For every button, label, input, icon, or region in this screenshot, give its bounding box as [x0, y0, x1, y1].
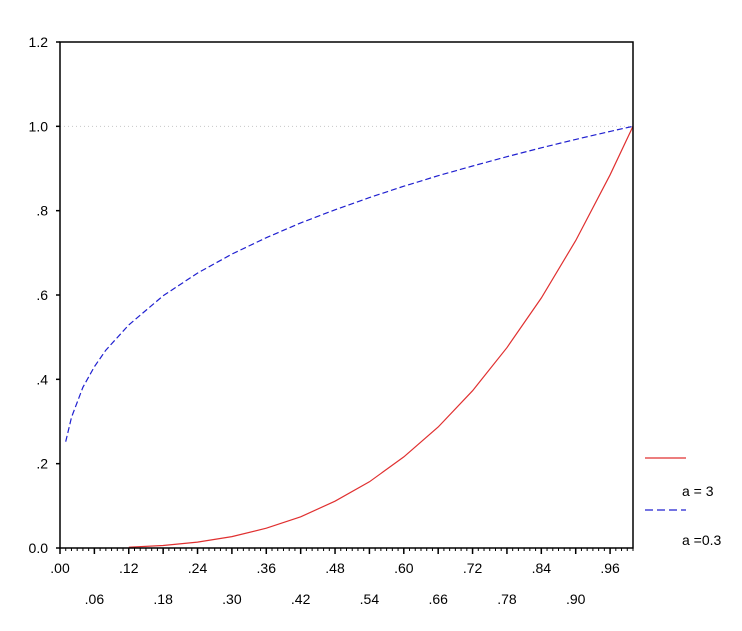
- y-tick-label: .4: [36, 371, 48, 387]
- series-line-0: [128, 126, 634, 548]
- y-tick-label: 0.0: [29, 540, 49, 556]
- x-tick-label: .54: [360, 591, 380, 607]
- x-tick-label: .18: [153, 591, 173, 607]
- x-tick-label: .48: [325, 560, 345, 576]
- y-tick-label: .8: [36, 203, 48, 219]
- x-tick-label: .24: [188, 560, 208, 576]
- y-tick-label: .2: [36, 456, 48, 472]
- y-axis: 0.0 .2 .4 .6 .8 1.0 1.2: [29, 34, 60, 556]
- x-tick-label: .90: [566, 591, 586, 607]
- x-tick-label: .60: [394, 560, 414, 576]
- y-tick-label: 1.2: [29, 34, 49, 50]
- legend-label-0: a = 3: [682, 483, 714, 499]
- series-line-1: [65, 125, 634, 442]
- x-tick-label: .96: [600, 560, 620, 576]
- x-tick-label: .72: [463, 560, 483, 576]
- legend-label-1: a =0.3: [682, 532, 722, 548]
- x-tick-label: .30: [222, 591, 242, 607]
- y-tick-label: .6: [36, 287, 48, 303]
- x-tick-label: .78: [497, 591, 517, 607]
- x-tick-label: .06: [85, 591, 105, 607]
- x-tick-label: .12: [119, 560, 139, 576]
- x-axis: .00 .06 .12 .18 .24 .30 .36 .42 .48 .54 .60 .66 .72.…: [50, 548, 634, 607]
- x-tick-label: .36: [257, 560, 277, 576]
- plot-area-frame: [59, 41, 634, 549]
- series-layer: [65, 125, 634, 548]
- y-tick-label: 1.0: [29, 118, 49, 134]
- legend: a = 3 a =0.3: [645, 457, 722, 548]
- x-tick-label: .42: [291, 591, 311, 607]
- x-tick-label: .00: [50, 560, 70, 576]
- x-tick-label: .84: [532, 560, 552, 576]
- x-tick-label: .66: [428, 591, 448, 607]
